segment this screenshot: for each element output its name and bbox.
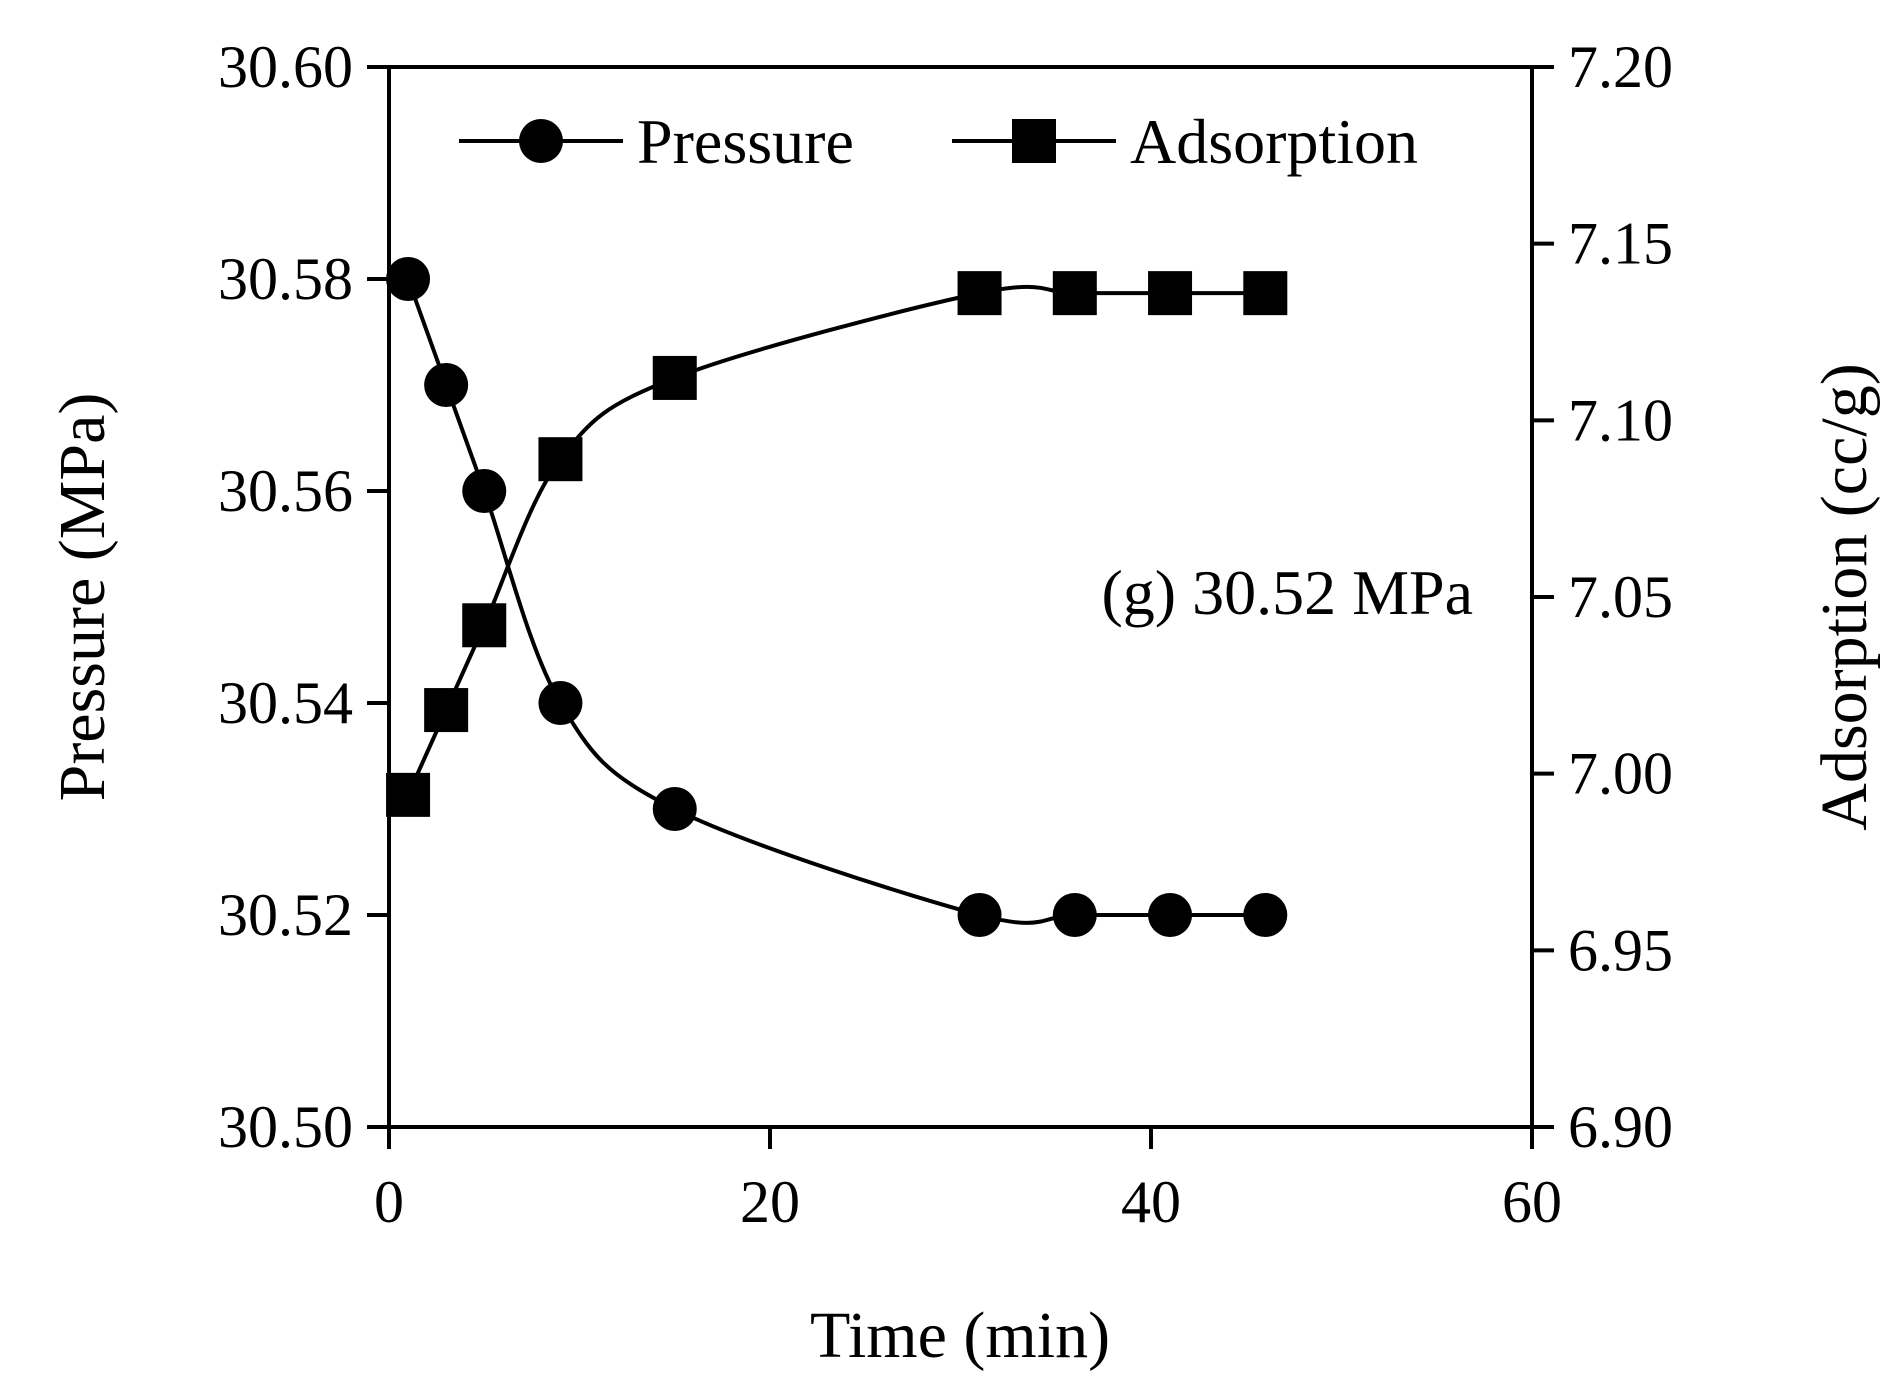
pressure-data-point bbox=[1243, 893, 1288, 937]
x-tick-label: 60 bbox=[1502, 1169, 1562, 1235]
adsorption-data-point bbox=[1052, 271, 1097, 316]
left-tick-label: 30.54 bbox=[218, 670, 353, 736]
adsorption-data-point bbox=[652, 355, 697, 400]
right-tick-label: 7.05 bbox=[1568, 564, 1673, 630]
right-axis-tick-labels: 6.90 6.95 7.00 7.05 7.10 7.15 7.20 bbox=[1568, 34, 1673, 1160]
right-axis-title: Adsorption (cc/g) bbox=[1808, 363, 1881, 830]
adsorption-data-point bbox=[1243, 271, 1288, 316]
pressure-data-point bbox=[652, 787, 697, 831]
adsorption-series-line bbox=[406, 284, 1266, 796]
legend-adsorption-marker bbox=[1012, 119, 1056, 163]
left-tick-label: 30.60 bbox=[218, 34, 353, 100]
adsorption-data-point bbox=[957, 271, 1002, 316]
right-tick-label: 7.00 bbox=[1568, 741, 1673, 807]
chart-annotation: (g) 30.52 MPa bbox=[1101, 557, 1473, 628]
pressure-data-point bbox=[538, 681, 583, 725]
x-tick-label: 20 bbox=[740, 1169, 800, 1235]
x-axis-tick-labels: 0 20 40 60 bbox=[374, 1169, 1562, 1235]
right-tick-label: 7.10 bbox=[1568, 387, 1673, 453]
right-tick-label: 6.90 bbox=[1568, 1094, 1673, 1160]
left-axis-title: Pressure (MPa) bbox=[46, 393, 119, 802]
pressure-data-point bbox=[386, 257, 431, 301]
adsorption-data-point bbox=[424, 688, 469, 733]
adsorption-data-point bbox=[538, 437, 583, 482]
left-axis-tick-labels: 30.50 30.52 30.54 30.56 30.58 30.60 bbox=[218, 34, 353, 1160]
right-tick-label: 7.15 bbox=[1568, 211, 1673, 277]
adsorption-data-point bbox=[386, 772, 431, 817]
pressure-data-point bbox=[1148, 893, 1193, 937]
adsorption-data-point bbox=[1148, 271, 1193, 316]
left-tick-label: 30.52 bbox=[218, 882, 353, 948]
x-tick-label: 0 bbox=[374, 1169, 404, 1235]
right-tick-label: 7.20 bbox=[1568, 34, 1673, 100]
legend: Pressure Adsorption bbox=[459, 106, 1418, 177]
legend-adsorption-label: Adsorption bbox=[1130, 106, 1418, 177]
series-markers bbox=[386, 257, 1288, 937]
x-axis-title: Time (min) bbox=[810, 1299, 1110, 1372]
adsorption-data-point bbox=[462, 603, 507, 648]
left-tick-label: 30.50 bbox=[218, 1094, 353, 1160]
legend-pressure-marker bbox=[519, 119, 563, 163]
left-tick-label: 30.56 bbox=[218, 458, 353, 524]
pressure-data-point bbox=[957, 893, 1002, 937]
pressure-data-point bbox=[1052, 893, 1097, 937]
right-tick-label: 6.95 bbox=[1568, 917, 1673, 983]
pressure-data-point bbox=[462, 469, 507, 513]
legend-pressure-label: Pressure bbox=[637, 106, 854, 177]
pressure-data-point bbox=[424, 363, 469, 407]
left-tick-label: 30.58 bbox=[218, 246, 353, 312]
axis-ticks bbox=[367, 65, 1554, 1149]
plot-frame bbox=[387, 65, 1534, 1129]
x-tick-label: 40 bbox=[1121, 1169, 1181, 1235]
